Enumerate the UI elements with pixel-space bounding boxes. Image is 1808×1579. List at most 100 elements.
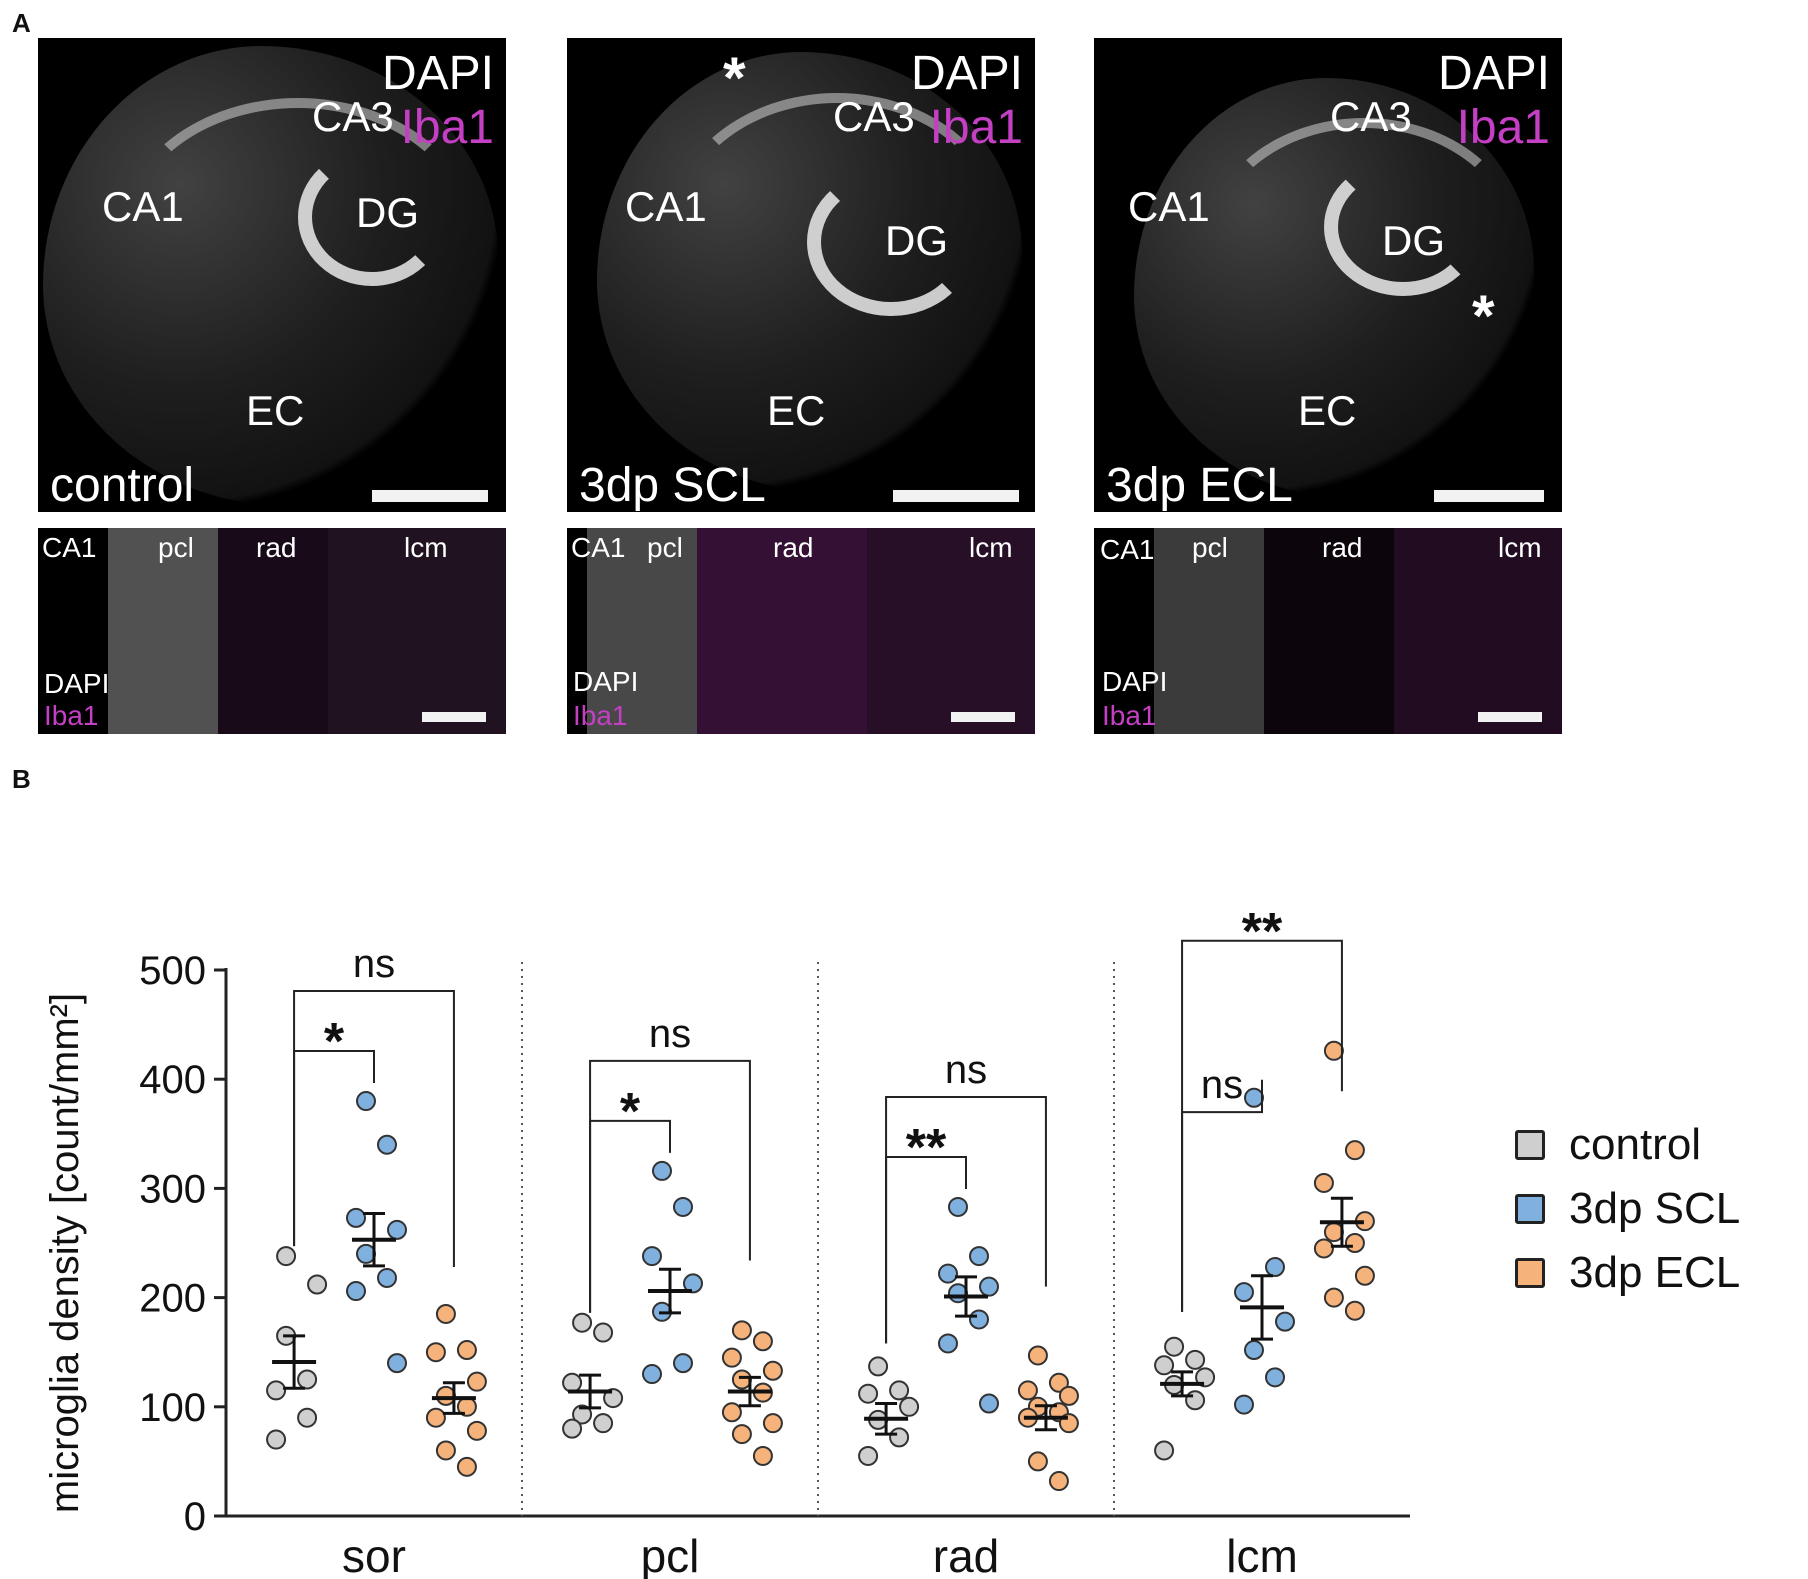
data-point-3dp-scl: [1244, 1340, 1264, 1361]
comparison-bracket: [1181, 939, 1343, 1312]
data-point-control: [1185, 1349, 1206, 1370]
data-point-3dp-ecl: [466, 1371, 487, 1392]
data-point-3dp-scl: [1244, 1087, 1264, 1108]
iba1-label: Iba1: [929, 101, 1023, 154]
data-point-3dp-scl: [1265, 1367, 1285, 1388]
comparison-bracket: [293, 990, 455, 1268]
data-point-control: [889, 1427, 910, 1448]
data-point-3dp-ecl: [1027, 1345, 1048, 1366]
comparison-bracket: [589, 1059, 751, 1313]
data-point-3dp-scl: [948, 1283, 968, 1304]
data-point-3dp-ecl: [1344, 1233, 1365, 1253]
lesion-asterisk: *: [1472, 284, 1495, 349]
legend-label-3dp-scl: 3dp SCL: [1569, 1184, 1741, 1233]
micrograph-3dp-scl: * DAPI Iba1 CA3 CA1 DG EC 3dp SCL: [567, 38, 1035, 512]
data-point-3dp-ecl: [1048, 1372, 1069, 1393]
region-dg: DG: [885, 217, 948, 264]
scale-bar: [422, 712, 486, 722]
data-point-3dp-ecl: [1354, 1265, 1375, 1286]
layer-lcm: lcm: [1498, 532, 1542, 563]
data-point-control: [889, 1380, 910, 1401]
data-point-3dp-scl: [1234, 1282, 1254, 1303]
region-ec: EC: [1298, 387, 1357, 434]
data-point-3dp-scl: [642, 1246, 662, 1267]
data-point-control: [297, 1407, 318, 1428]
region-ec: EC: [246, 387, 305, 434]
legend-item-3dp-scl: 3dp SCL: [1515, 1184, 1740, 1234]
data-point-3dp-scl: [979, 1276, 999, 1297]
data-point-3dp-ecl: [721, 1402, 742, 1423]
data-point-3dp-ecl: [731, 1320, 752, 1341]
dapi-label: DAPI: [910, 47, 1023, 100]
region-dg: DG: [1382, 217, 1445, 264]
data-point-3dp-ecl: [435, 1303, 456, 1324]
micrograph-3dp-ecl: * DAPI Iba1 CA3 CA1 DG EC 3dp ECL: [1094, 38, 1562, 512]
data-point-control: [266, 1429, 287, 1450]
scale-bar: [1478, 712, 1542, 722]
layer-rad: rad: [256, 532, 297, 563]
data-point-3dp-scl: [938, 1333, 958, 1354]
ca-band: [118, 98, 478, 378]
data-point-3dp-scl: [346, 1207, 366, 1228]
dapi-label: DAPI: [44, 668, 110, 699]
iba1-label: Iba1: [1102, 700, 1157, 731]
data-point-3dp-scl: [1234, 1394, 1254, 1415]
legend-swatch-3dp-ecl: [1515, 1258, 1545, 1288]
rad-layer: [1264, 528, 1394, 734]
data-point-3dp-ecl: [762, 1413, 783, 1434]
significance-label: **: [1242, 903, 1283, 961]
data-point-control: [1195, 1367, 1216, 1388]
x-tick-label-pcl: pcl: [641, 1530, 700, 1579]
layer-pcl: pcl: [647, 532, 683, 563]
data-point-3dp-ecl: [1344, 1300, 1365, 1321]
condition-label: 3dp SCL: [579, 459, 766, 512]
layer-pcl: pcl: [1192, 532, 1228, 563]
data-point-3dp-ecl: [1344, 1140, 1365, 1161]
data-point-3dp-scl: [652, 1160, 672, 1181]
panel-b-letter: B: [12, 764, 31, 794]
data-point-3dp-ecl: [752, 1445, 773, 1466]
data-point-3dp-scl: [1265, 1257, 1285, 1278]
data-point-control: [858, 1383, 879, 1404]
comparison-bracket: [1181, 1079, 1263, 1312]
data-point-control: [593, 1413, 614, 1434]
legend-label-3dp-ecl: 3dp ECL: [1569, 1248, 1741, 1297]
scale-bar: [372, 490, 488, 502]
y-tick-label: 300: [139, 1167, 206, 1211]
data-point-control: [1154, 1440, 1175, 1461]
data-point-3dp-ecl: [1027, 1451, 1048, 1472]
data-point-3dp-scl: [969, 1309, 989, 1330]
data-point-control: [1164, 1336, 1185, 1357]
x-tick-label-rad: rad: [933, 1530, 999, 1579]
condition-label: control: [50, 459, 195, 512]
legend-item-control: control: [1515, 1120, 1701, 1170]
data-point-3dp-ecl: [721, 1347, 742, 1368]
data-point-control: [307, 1274, 328, 1295]
data-point-3dp-ecl: [435, 1440, 456, 1461]
scale-bar: [1434, 490, 1544, 502]
region-ca1: CA1: [102, 183, 184, 230]
iba1-label: Iba1: [573, 700, 628, 731]
data-point-3dp-ecl: [1323, 1040, 1344, 1061]
scale-bar: [951, 712, 1015, 722]
rad-layer: [218, 528, 328, 734]
dapi-label: DAPI: [573, 666, 639, 697]
significance-label: ns: [649, 1012, 691, 1056]
data-point-3dp-scl: [356, 1243, 376, 1264]
comparison-bracket: [885, 1095, 1047, 1344]
legend-swatch-3dp-scl: [1515, 1194, 1545, 1224]
significance-label: **: [906, 1119, 947, 1177]
ca-band: [667, 93, 1007, 373]
rad-layer: [697, 528, 867, 734]
ca-band: [1204, 118, 1524, 378]
data-point-3dp-ecl: [435, 1385, 456, 1406]
region-ca1: CA1: [1128, 183, 1210, 230]
iba1-label: Iba1: [44, 700, 99, 731]
data-point-control: [858, 1445, 879, 1466]
data-point-3dp-ecl: [1323, 1287, 1344, 1308]
legend-item-3dp-ecl: 3dp ECL: [1515, 1248, 1740, 1298]
pcl-layer: [587, 528, 697, 734]
data-point-control: [276, 1246, 297, 1267]
data-point-3dp-ecl: [1058, 1385, 1079, 1406]
